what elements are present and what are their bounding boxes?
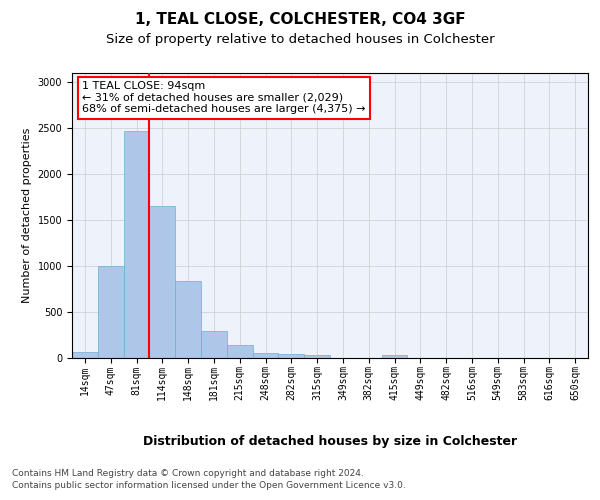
Text: 1, TEAL CLOSE, COLCHESTER, CO4 3GF: 1, TEAL CLOSE, COLCHESTER, CO4 3GF bbox=[134, 12, 466, 28]
Bar bbox=[98, 266, 124, 358]
Bar bbox=[304, 355, 330, 358]
Bar bbox=[253, 353, 278, 358]
Bar bbox=[175, 281, 201, 357]
Text: Distribution of detached houses by size in Colchester: Distribution of detached houses by size … bbox=[143, 435, 517, 448]
Bar bbox=[72, 352, 98, 358]
Text: 1 TEAL CLOSE: 94sqm
← 31% of detached houses are smaller (2,029)
68% of semi-det: 1 TEAL CLOSE: 94sqm ← 31% of detached ho… bbox=[82, 81, 366, 114]
Bar bbox=[124, 132, 149, 358]
Bar bbox=[278, 354, 304, 358]
Text: Contains HM Land Registry data © Crown copyright and database right 2024.: Contains HM Land Registry data © Crown c… bbox=[12, 468, 364, 477]
Text: Contains public sector information licensed under the Open Government Licence v3: Contains public sector information licen… bbox=[12, 481, 406, 490]
Bar bbox=[149, 206, 175, 358]
Bar bbox=[227, 344, 253, 358]
Y-axis label: Number of detached properties: Number of detached properties bbox=[22, 128, 32, 302]
Bar bbox=[201, 331, 227, 357]
Text: Size of property relative to detached houses in Colchester: Size of property relative to detached ho… bbox=[106, 32, 494, 46]
Bar bbox=[382, 354, 407, 358]
